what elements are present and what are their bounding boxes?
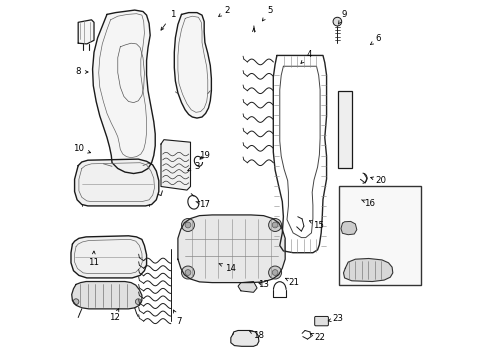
Bar <box>337 91 351 168</box>
Text: 21: 21 <box>285 278 299 287</box>
Circle shape <box>135 299 141 305</box>
Polygon shape <box>174 13 211 118</box>
Polygon shape <box>230 330 258 346</box>
Circle shape <box>185 222 190 228</box>
Text: 13: 13 <box>257 280 268 289</box>
Polygon shape <box>72 282 142 309</box>
Polygon shape <box>78 20 94 44</box>
Text: 9: 9 <box>338 10 346 24</box>
Polygon shape <box>340 221 356 235</box>
Text: 15: 15 <box>309 220 323 230</box>
Circle shape <box>268 219 281 231</box>
Polygon shape <box>92 10 155 174</box>
Text: 14: 14 <box>219 264 235 273</box>
Text: 22: 22 <box>310 333 324 342</box>
Text: 8: 8 <box>75 68 88 77</box>
FancyBboxPatch shape <box>314 316 328 326</box>
Text: 2: 2 <box>218 5 229 17</box>
Text: 1: 1 <box>161 10 175 30</box>
Circle shape <box>181 219 194 231</box>
Circle shape <box>272 270 277 275</box>
Circle shape <box>185 270 190 275</box>
Polygon shape <box>178 215 285 283</box>
Polygon shape <box>343 258 392 282</box>
Text: 3: 3 <box>187 162 199 171</box>
Text: 6: 6 <box>369 34 380 45</box>
Text: 18: 18 <box>249 331 263 340</box>
Polygon shape <box>71 236 146 278</box>
Text: 10: 10 <box>73 144 90 153</box>
Text: 16: 16 <box>361 199 374 208</box>
Text: 11: 11 <box>88 251 99 266</box>
Text: 19: 19 <box>199 151 210 160</box>
Circle shape <box>272 222 277 228</box>
Circle shape <box>181 266 194 279</box>
Circle shape <box>73 299 79 305</box>
Polygon shape <box>161 140 190 190</box>
Text: 4: 4 <box>300 50 311 63</box>
Bar <box>338 186 420 285</box>
Text: 20: 20 <box>370 176 386 185</box>
Text: 17: 17 <box>196 200 209 209</box>
Polygon shape <box>238 282 257 292</box>
Text: 12: 12 <box>108 309 120 322</box>
Circle shape <box>268 266 281 279</box>
Text: 7: 7 <box>173 310 182 325</box>
Text: 23: 23 <box>327 314 342 323</box>
Text: 5: 5 <box>262 6 273 21</box>
Circle shape <box>332 17 341 26</box>
Polygon shape <box>75 159 159 206</box>
